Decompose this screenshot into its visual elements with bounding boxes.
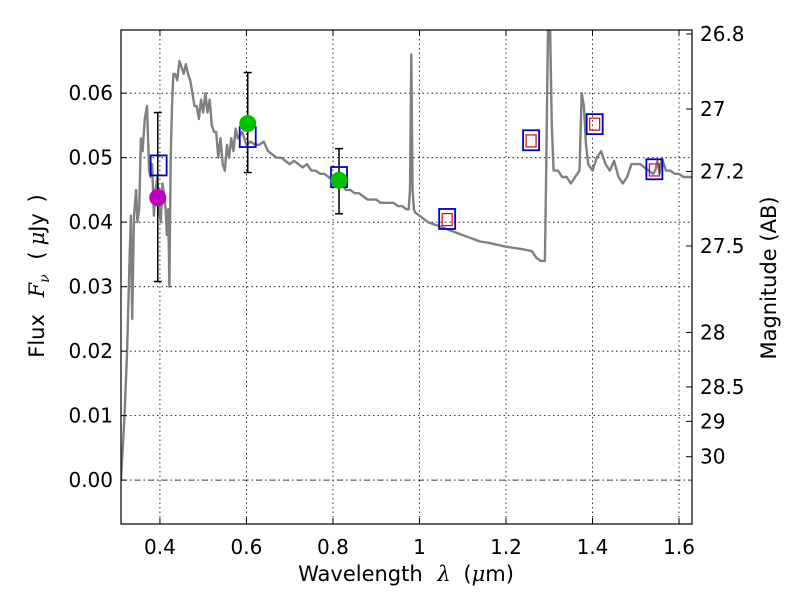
y2-tick-label: 28	[700, 320, 725, 344]
x-tick-label: 0.6	[231, 535, 263, 559]
plot-area	[121, 30, 692, 481]
y-tick-label: 0.00	[68, 468, 113, 492]
y-tick-label: 0.06	[68, 81, 113, 105]
model-flux-square	[522, 129, 540, 152]
sed-line	[121, 30, 692, 481]
y-tick-label: 0.04	[68, 210, 113, 234]
observed-flux-square	[589, 117, 601, 131]
y-tick-label: 0.01	[68, 404, 113, 428]
x-tick-label: 1.2	[490, 535, 522, 559]
y2-axis-title: Magnitude (AB)	[757, 196, 781, 359]
observed-flux-square	[525, 134, 537, 148]
grid	[121, 30, 692, 524]
observed-flux-square	[648, 163, 660, 177]
y2-tick-label: 27	[700, 97, 725, 121]
y-tick-label: 0.03	[68, 275, 113, 299]
green-point	[239, 115, 257, 133]
y-tick-label: 0.02	[68, 339, 113, 363]
y-axis-title: Flux Fν (μJy )	[25, 194, 54, 358]
y-tick-label: 0.05	[68, 146, 113, 170]
model-flux-square	[149, 154, 168, 177]
y2-tick-label: 28.5	[700, 375, 745, 399]
y2-tick-label: 30	[700, 445, 725, 469]
y2-tick-label: 27.2	[700, 159, 745, 183]
x-tick-label: 0.4	[144, 535, 176, 559]
x-tick-label: 0.8	[317, 535, 349, 559]
x-tick-label: 1.6	[663, 535, 695, 559]
magenta-point	[149, 189, 167, 207]
model-flux-square	[585, 113, 604, 136]
model-flux-square	[645, 158, 664, 181]
x-axis-title: Wavelength λ (μm)	[298, 562, 514, 586]
y2-tick-label: 29	[700, 409, 725, 433]
ticks: 0.4 0.6 0.8 1 1.2 1.4 1.6 0.00 0.01 0.02 0.03 0.04 0…	[68, 22, 744, 559]
model-flux-square	[438, 208, 457, 230]
x-tick-label: 1.4	[577, 535, 609, 559]
y2-tick-label: 27.5	[700, 234, 745, 258]
observed-flux-square	[441, 213, 453, 227]
y2-tick-label: 26.8	[700, 22, 745, 46]
green-point	[330, 171, 348, 189]
x-tick-label: 1	[413, 535, 426, 559]
plot-frame	[120, 29, 693, 525]
